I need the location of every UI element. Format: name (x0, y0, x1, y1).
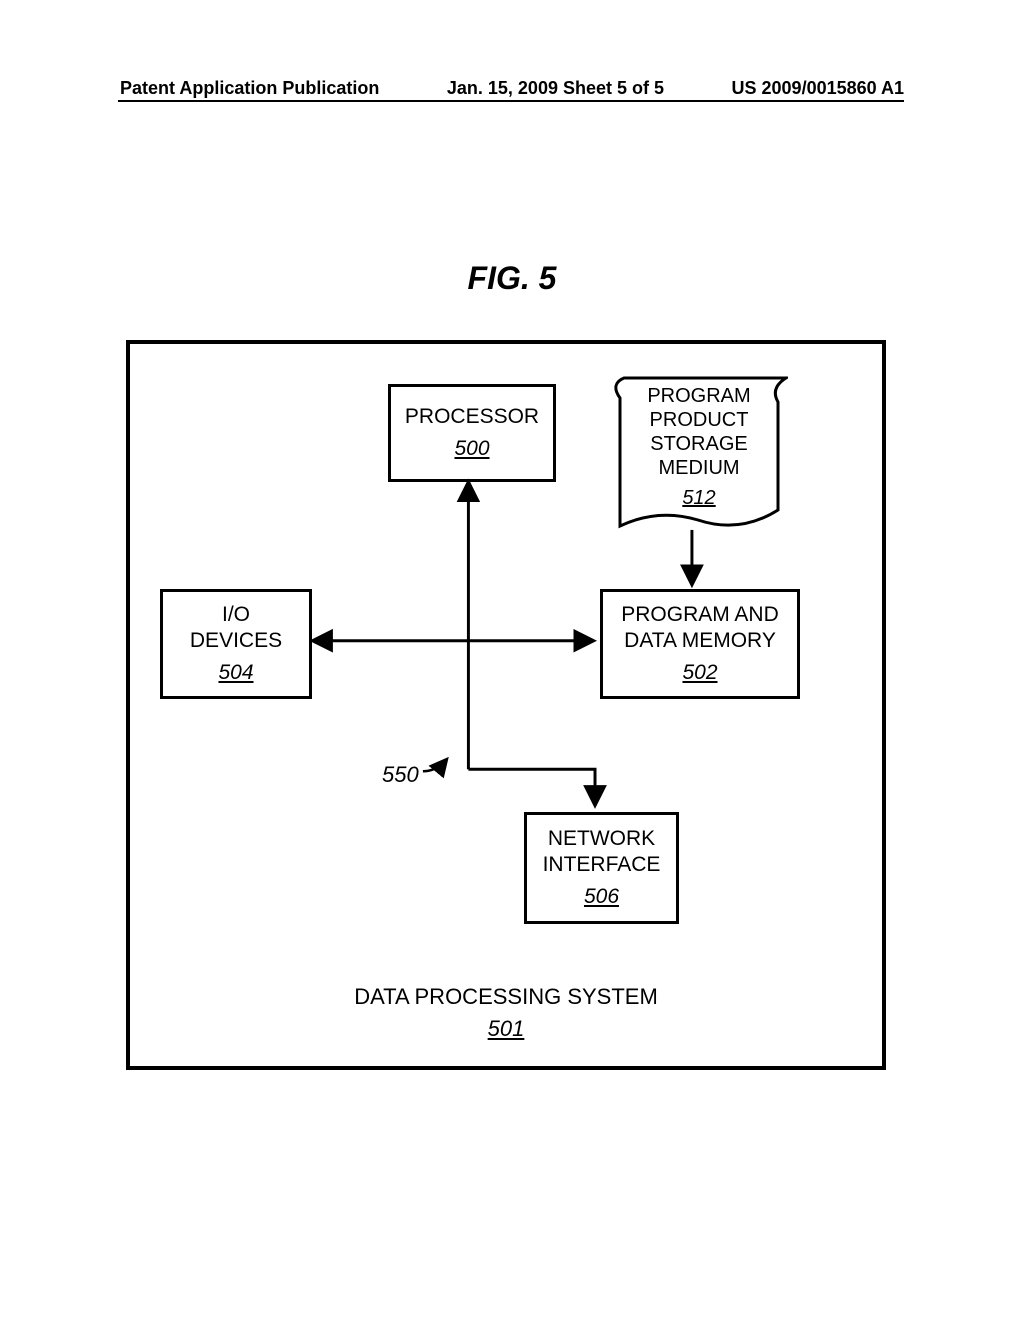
processor-label: PROCESSOR (405, 404, 539, 430)
network-box: NETWORK INTERFACE 506 (524, 812, 679, 924)
storage-label-4: MEDIUM (658, 457, 739, 479)
header-right: US 2009/0015860 A1 (732, 78, 904, 99)
memory-box: PROGRAM AND DATA MEMORY 502 (600, 589, 800, 699)
network-label-1: NETWORK (548, 826, 655, 852)
storage-label-1: PROGRAM (647, 385, 750, 407)
io-devices-box: I/O DEVICES 504 (160, 589, 312, 699)
system-label: DATA PROCESSING SYSTEM 501 (130, 984, 882, 1042)
memory-label-2: DATA MEMORY (624, 628, 776, 654)
system-label-text: DATA PROCESSING SYSTEM (354, 984, 658, 1009)
header-center: Jan. 15, 2009 Sheet 5 of 5 (447, 78, 664, 99)
processor-box: PROCESSOR 500 (388, 384, 556, 482)
page-header: Patent Application Publication Jan. 15, … (0, 78, 1024, 99)
io-label-2: DEVICES (190, 628, 282, 654)
figure-title: FIG. 5 (0, 260, 1024, 297)
storage-ref: 512 (682, 486, 715, 510)
bus-label-pointer (423, 759, 447, 771)
storage-label-2: PRODUCT (650, 409, 749, 431)
network-ref: 506 (584, 884, 619, 910)
diagram-frame: PROCESSOR 500 I/O DEVICES 504 PROGRAM AN… (126, 340, 886, 1070)
system-label-ref: 501 (130, 1016, 882, 1042)
network-label-2: INTERFACE (543, 852, 661, 878)
io-label-1: I/O (222, 602, 250, 628)
processor-ref: 500 (454, 436, 489, 462)
memory-label-1: PROGRAM AND (621, 602, 779, 628)
page: Patent Application Publication Jan. 15, … (0, 0, 1024, 1320)
header-left: Patent Application Publication (120, 78, 379, 99)
bus-ref-label: 550 (382, 762, 419, 788)
memory-ref: 502 (682, 660, 717, 686)
header-rule (118, 100, 904, 102)
io-ref: 504 (218, 660, 253, 686)
storage-text: PROGRAM PRODUCT STORAGE MEDIUM 512 (610, 384, 788, 510)
storage-label-3: STORAGE (650, 433, 747, 455)
bus-to-network (468, 769, 595, 805)
